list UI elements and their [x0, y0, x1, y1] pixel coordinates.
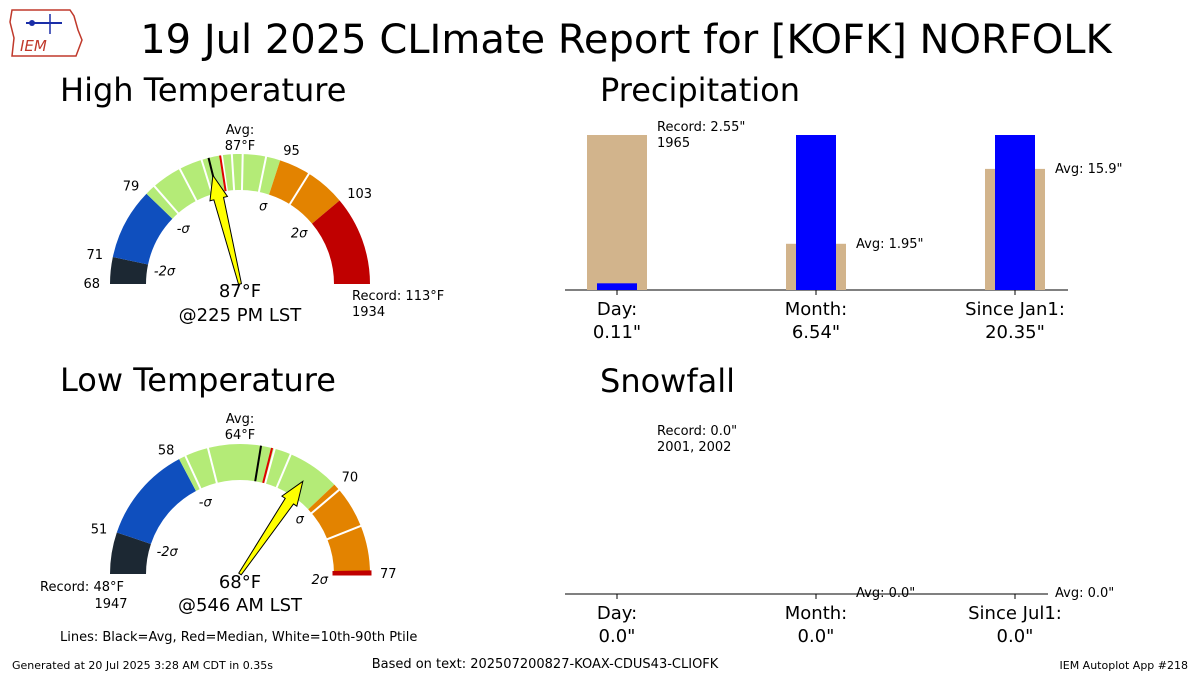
high-temp-tick-label-3: 95	[283, 144, 300, 159]
high-temp-gauge-band-3	[154, 154, 267, 214]
high-temp-percentile-line-7	[288, 172, 311, 206]
high-temp-title: High Temperature	[60, 71, 346, 109]
precip-category-label-2: Since Jan1:	[965, 299, 1065, 320]
high-temp-gauge-band-5	[269, 160, 340, 224]
high-temp-record-year: 1934	[352, 305, 385, 320]
footer-app: IEM Autoplot App #218	[1060, 659, 1189, 672]
precip-annotation-1: Avg: 1.95"	[856, 237, 924, 252]
logo-text: IEM	[20, 37, 47, 55]
low-temp-percentile-line-5	[326, 524, 363, 541]
low-temp-record: Record: 48°F	[40, 580, 124, 595]
high-temp-needle	[209, 173, 243, 285]
low-temp-avg-line	[254, 445, 263, 482]
high-temp-observed: 87°F	[219, 281, 261, 302]
high-temp-time: @225 PM LST	[179, 305, 303, 326]
snow-category-label-1: Month:	[785, 603, 847, 624]
precip-annotation-2: Avg: 15.9"	[1055, 162, 1123, 177]
high-temp-sigma-label-2: σ	[259, 199, 268, 214]
low-temp-observed: 68°F	[219, 572, 261, 593]
precip-category-label-0: Day:	[597, 299, 637, 320]
precip-observed-bar-2	[995, 135, 1035, 290]
low-temp-record-year: 1947	[94, 597, 127, 612]
snow-category-label-2: Since Jul1:	[968, 603, 1062, 624]
precip-observed-bar-0	[597, 283, 637, 290]
precip-observed-bar-1	[796, 135, 836, 290]
high-temp-gauge-band-1	[112, 193, 173, 265]
snow-value-label-2: 0.0"	[997, 626, 1034, 647]
high-temp-avg-value: 87°F	[225, 139, 256, 154]
precipitation-chart: Day:0.11" Record: 2.55"1965 Month:6.54" Avg…	[565, 120, 1123, 343]
precip-value-label-1: 6.54"	[792, 322, 840, 343]
low-temp-gauge-band-3	[308, 484, 370, 574]
high-temp-percentile-line-5	[240, 153, 244, 192]
snow-annotation-0: Record: 0.0"	[657, 424, 737, 439]
high-temp-gauge-band-2	[146, 186, 179, 219]
precip-annotation-0: Record: 2.55"	[657, 120, 745, 135]
low-temp-tick-label-1: 58	[158, 443, 175, 458]
precip-annotation-year-0: 1965	[657, 136, 690, 151]
high-temp-tick-label-1: 71	[87, 248, 104, 263]
high-temp-record: Record: 113°F	[352, 289, 444, 304]
high-temp-gauge-band-6	[312, 200, 370, 284]
high-temp-median-line	[219, 155, 227, 192]
gauge-footnote: Lines: Black=Avg, Red=Median, White=10th…	[60, 630, 417, 645]
low-temp-needle	[238, 480, 304, 576]
low-temp-gauge-band-1	[116, 459, 196, 544]
high-temp-sigma-label-0: -2σ	[154, 265, 176, 280]
low-temp-tick-label-2: 70	[342, 471, 359, 486]
low-temp-sigma-label-3: 2σ	[311, 573, 328, 588]
low-temp-percentile-line-1	[206, 446, 219, 485]
low-temp-tick-label-3: 77	[380, 567, 397, 582]
snow-annotation-year-0: 2001, 2002	[657, 440, 731, 455]
high-temp-tick-label-4: 103	[347, 187, 372, 202]
low-temp-sigma-label-2: σ	[296, 512, 305, 527]
footer-generated: Generated at 20 Jul 2025 3:28 AM CDT in …	[12, 659, 273, 672]
low-temp-sigma-label-1: -σ	[199, 495, 213, 510]
page-title: 19 Jul 2025 CLImate Report for [KOFK] NO…	[140, 17, 1113, 63]
iem-logo: IEM	[9, 9, 83, 57]
high-temp-sigma-label-3: 2σ	[291, 226, 308, 241]
low-temp-record-marker	[332, 570, 372, 576]
high-temp-tick-label-0: 68	[83, 277, 100, 292]
low-temp-gauge-band-0	[110, 532, 151, 574]
low-temp-avg-value: 64°F	[225, 428, 256, 443]
precip-category-label-1: Month:	[785, 299, 847, 320]
iowa-state-outline	[9, 9, 83, 57]
high-temp-tick-label-2: 79	[123, 180, 140, 195]
low-temp-avg-label: Avg:	[226, 412, 254, 427]
snowfall-chart: Day:0.0"Record: 0.0"2001, 2002Month:0.0"…	[565, 424, 1114, 647]
high-temp-gauge: Avg: 87°F 87°F @225 PM LST Record: 113°F…	[83, 123, 444, 326]
precip-value-label-0: 0.11"	[593, 322, 641, 343]
high-temp-gauge-band-0	[110, 256, 149, 284]
low-temp-gauge: Avg: 64°F 68°F @546 AM LST Record: 48°F …	[40, 412, 397, 616]
low-temp-percentile-line-4	[310, 488, 341, 515]
high-temp-percentile-line-0	[152, 184, 180, 215]
low-temp-tick-label-0: 51	[91, 522, 108, 537]
precip-reference-bar-0	[587, 135, 647, 290]
high-temp-sigma-label-1: -σ	[177, 222, 191, 237]
high-temp-percentile-line-6	[257, 155, 268, 194]
low-temp-percentile-line-3	[275, 452, 293, 489]
snow-title: Snowfall	[600, 362, 735, 400]
precip-value-label-2: 20.35"	[985, 322, 1045, 343]
low-temp-time: @546 AM LST	[178, 595, 303, 616]
low-temp-percentile-line-0	[184, 454, 202, 491]
low-temp-title: Low Temperature	[60, 361, 336, 399]
precip-title: Precipitation	[600, 71, 800, 109]
snow-annotation-2: Avg: 0.0"	[1055, 586, 1114, 601]
snow-annotation-1: Avg: 0.0"	[856, 586, 915, 601]
high-temp-percentile-line-1	[178, 167, 198, 203]
snow-value-label-0: 0.0"	[599, 626, 636, 647]
low-temp-median-line	[262, 447, 274, 484]
high-temp-percentile-line-2	[200, 158, 214, 196]
low-temp-percentile-line-2	[263, 447, 277, 485]
high-temp-percentile-line-3	[220, 154, 229, 193]
high-temp-avg-label: Avg:	[226, 123, 254, 138]
low-temp-sigma-label-0: -2σ	[157, 545, 179, 560]
snow-category-label-0: Day:	[597, 603, 637, 624]
high-temp-percentile-line-4	[230, 153, 236, 192]
footer-based-on: Based on text: 202507200827-KOAX-CDUS43-…	[372, 657, 719, 672]
snow-value-label-1: 0.0"	[798, 626, 835, 647]
